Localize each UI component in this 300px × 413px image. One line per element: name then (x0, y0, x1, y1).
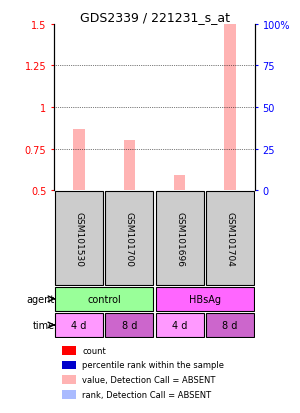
Bar (62, 375, 76, 384)
Bar (62, 390, 76, 399)
Bar (184, 190, 188, 191)
Text: control: control (87, 294, 121, 304)
Bar (134, 190, 138, 191)
Bar (62, 361, 76, 370)
Bar (174, 176, 185, 191)
FancyBboxPatch shape (155, 287, 254, 311)
FancyBboxPatch shape (105, 192, 154, 285)
Text: GSM101530: GSM101530 (75, 211, 84, 266)
Text: 8 d: 8 d (122, 320, 137, 330)
FancyBboxPatch shape (155, 313, 204, 337)
Text: 4 d: 4 d (172, 320, 187, 330)
FancyBboxPatch shape (105, 313, 154, 337)
Text: GSM101700: GSM101700 (125, 211, 134, 266)
FancyBboxPatch shape (206, 313, 254, 337)
Text: count: count (82, 346, 106, 355)
FancyBboxPatch shape (55, 192, 103, 285)
Text: time: time (33, 320, 55, 330)
Text: percentile rank within the sample: percentile rank within the sample (82, 361, 224, 369)
Bar (224, 25, 236, 191)
Text: value, Detection Call = ABSENT: value, Detection Call = ABSENT (82, 375, 215, 384)
Bar (235, 190, 238, 191)
Text: GSM101704: GSM101704 (225, 211, 234, 266)
Bar (84, 190, 88, 191)
Bar (74, 130, 85, 191)
Text: rank, Detection Call = ABSENT: rank, Detection Call = ABSENT (82, 389, 211, 399)
FancyBboxPatch shape (55, 313, 103, 337)
Text: 8 d: 8 d (222, 320, 238, 330)
Text: agent: agent (27, 294, 55, 304)
Title: GDS2339 / 221231_s_at: GDS2339 / 221231_s_at (80, 11, 230, 24)
FancyBboxPatch shape (155, 192, 204, 285)
FancyBboxPatch shape (206, 192, 254, 285)
Text: GSM101696: GSM101696 (175, 211, 184, 266)
Bar (124, 141, 135, 191)
Text: HBsAg: HBsAg (189, 294, 221, 304)
Bar (62, 346, 76, 355)
Text: 4 d: 4 d (71, 320, 87, 330)
FancyBboxPatch shape (55, 287, 154, 311)
